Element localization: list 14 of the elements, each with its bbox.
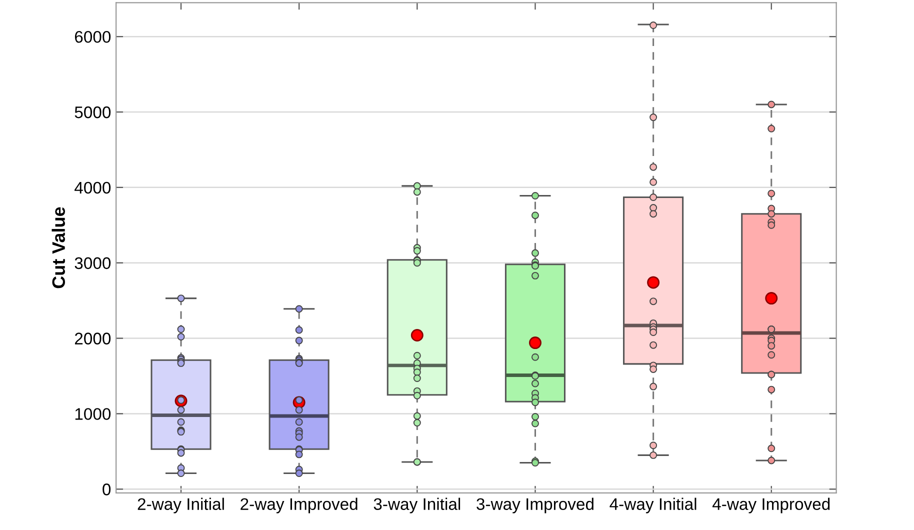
x-tick-label: 3-way Initial <box>374 498 460 514</box>
y-tick-label: 5000 <box>74 106 111 118</box>
y-axis-title: Cut Value <box>52 207 66 288</box>
x-tick-label: 2-way Initial <box>138 498 224 514</box>
y-tick-label: 6000 <box>74 30 111 43</box>
y-tick-label: 3000 <box>74 257 111 270</box>
y-tick-label: 2000 <box>74 332 111 344</box>
x-tick-label: 4-way Initial <box>610 498 696 514</box>
y-tick-label: 0 <box>102 484 111 496</box>
x-tick-label: 2-way Improved <box>240 498 358 514</box>
y-tick-label: 1000 <box>75 408 111 420</box>
y-tick-label: 4000 <box>74 182 111 194</box>
x-tick-label: 4-way Improved <box>712 498 830 514</box>
x-tick-label: 3-way Improved <box>476 498 594 514</box>
